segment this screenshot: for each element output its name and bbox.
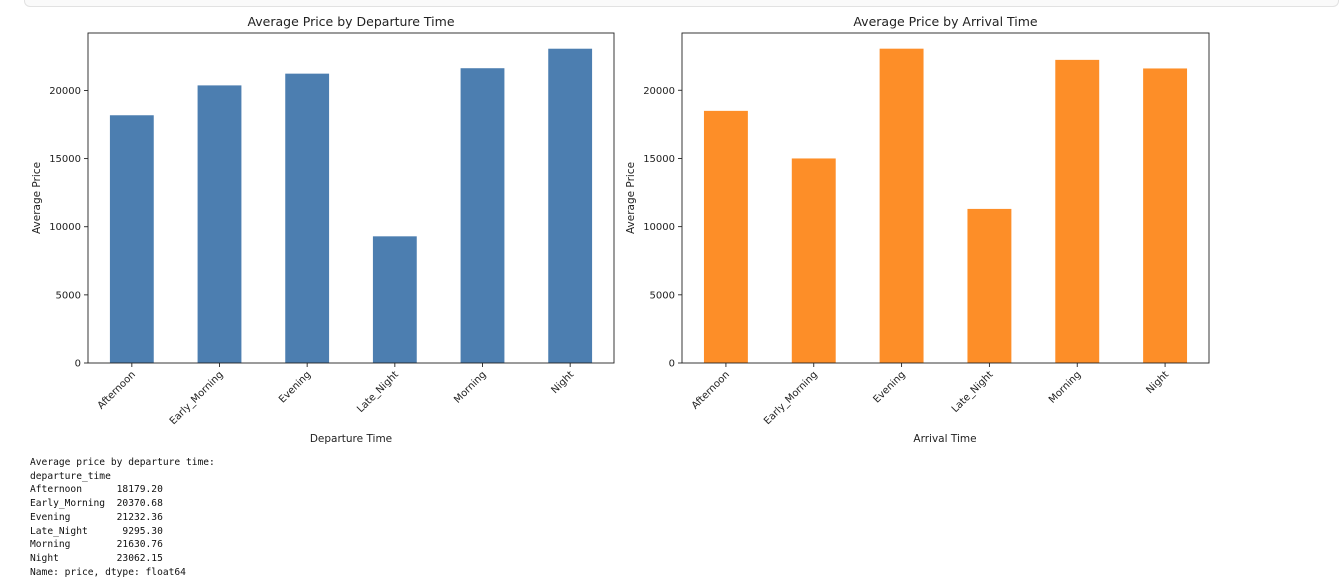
arrival-time-chart: Average Price by Arrival Time 0 5000 10000 1… <box>625 14 1210 445</box>
output-row-label: Night <box>30 552 111 564</box>
plot-frame <box>87 32 615 364</box>
output-footer: Name: price, dtype: float64 <box>30 566 186 578</box>
x-tick-label: Early_Morning <box>168 369 226 427</box>
x-tick-label: Late_Night <box>950 369 996 415</box>
x-tick-label: Night <box>550 369 577 396</box>
output-header: Average price by departure time: <box>30 457 215 468</box>
output-row-label: Evening <box>30 511 111 523</box>
output-row-label: Afternoon <box>30 484 111 496</box>
y-tick-label: 5000 <box>56 290 81 301</box>
y-tick-label: 15000 <box>49 154 81 165</box>
x-tick-label: Morning <box>1047 369 1083 405</box>
bar-morning <box>1055 59 1100 363</box>
output-row-label: Late_Night <box>30 525 111 537</box>
output-row: Afternoon 18179.20 <box>30 484 163 495</box>
y-axis-label: Average Price <box>31 162 43 234</box>
x-tick-label: Morning <box>452 369 488 405</box>
output-row-value: 21232.36 <box>110 511 163 523</box>
x-axis-label: Arrival Time <box>913 433 976 445</box>
y-tick-label: 20000 <box>49 86 81 97</box>
output-row-value: 20370.68 <box>110 498 163 510</box>
bar-night <box>1143 68 1188 364</box>
x-tick-label: Early_Morning <box>762 369 820 427</box>
x-tick-label: Night <box>1144 369 1171 396</box>
y-tick-label: 20000 <box>643 86 675 97</box>
bar-early-morning <box>197 85 242 363</box>
output-row-value: 18179.20 <box>110 484 163 496</box>
y-tick-label: 0 <box>669 359 675 370</box>
x-tick-label: Afternoon <box>690 369 732 411</box>
output-index-name: departure_time <box>30 470 111 482</box>
y-tick-label: 10000 <box>49 222 81 233</box>
output-row: Night 23062.15 <box>30 553 163 564</box>
bar-evening <box>879 48 924 363</box>
output-row-value: 23062.15 <box>110 552 163 564</box>
y-axis-label: Average Price <box>625 162 637 234</box>
output-row-label: Morning <box>30 539 111 551</box>
output-row-value: 9295.30 <box>110 525 163 537</box>
y-tick-label: 10000 <box>643 222 675 233</box>
cell-output-text: Average price by departure time: departu… <box>30 456 215 579</box>
x-axis-label: Departure Time <box>310 433 392 445</box>
bar-afternoon <box>109 115 154 364</box>
bar-evening <box>285 73 330 364</box>
bar-afternoon <box>703 110 748 363</box>
x-tick-label: Evening <box>871 369 907 405</box>
x-tick-label: Evening <box>277 369 313 405</box>
output-row: Early_Morning 20370.68 <box>30 498 163 509</box>
y-tick-label: 0 <box>75 359 81 370</box>
plot-frame <box>681 32 1210 364</box>
output-row: Late_Night 9295.30 <box>30 526 163 537</box>
chart-title: Average Price by Arrival Time <box>853 14 1038 29</box>
output-row: Morning 21630.76 <box>30 539 163 550</box>
output-row-label: Early_Morning <box>30 498 111 510</box>
output-row-value: 21630.76 <box>110 539 163 551</box>
bar-late-night <box>372 236 417 363</box>
y-tick-label: 5000 <box>650 290 675 301</box>
departure-time-chart: Average Price by Departure Time 0 5000 1000… <box>31 14 615 445</box>
output-row: Evening 21232.36 <box>30 512 163 523</box>
bar-late-night <box>967 208 1012 363</box>
bar-morning <box>460 68 505 363</box>
y-tick-label: 15000 <box>643 154 675 165</box>
chart-title: Average Price by Departure Time <box>247 14 454 29</box>
bar-night <box>548 48 593 364</box>
x-tick-label: Afternoon <box>96 369 138 411</box>
x-tick-label: Late_Night <box>355 369 401 415</box>
bar-early-morning <box>791 158 836 363</box>
output-rows: Afternoon 18179.20 Early_Morning 20370.6… <box>30 484 163 564</box>
